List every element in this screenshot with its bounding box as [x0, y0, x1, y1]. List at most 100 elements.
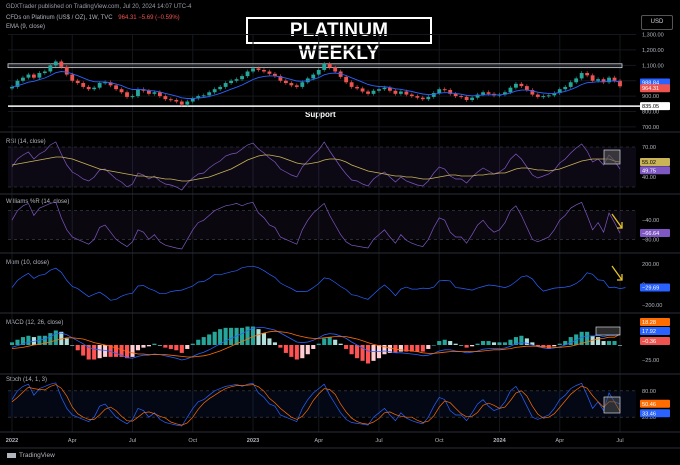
macd-histogram-bar: [574, 334, 579, 345]
candle: [464, 96, 469, 100]
candle: [212, 89, 217, 93]
candle: [552, 93, 557, 96]
price-badge: 835.05: [642, 104, 659, 110]
rsi-line: [11, 141, 621, 191]
candle: [371, 90, 376, 94]
macd-histogram-bar: [535, 345, 540, 347]
macd-histogram-bar: [442, 339, 447, 345]
stoch-badge: 33.46: [642, 411, 656, 417]
candle: [21, 77, 25, 81]
macd-histogram-bar: [179, 345, 184, 353]
candle: [163, 96, 168, 100]
macd-histogram-bar: [157, 345, 162, 346]
candle: [360, 88, 365, 92]
footer-text: TradingView: [19, 452, 55, 459]
candle: [81, 83, 86, 87]
macd-histogram-bar: [207, 334, 212, 345]
macd-histogram-bar: [502, 342, 508, 345]
rsi-tick-label: 40.00: [642, 175, 656, 181]
macd-histogram-bar: [48, 333, 53, 345]
candle: [590, 75, 595, 81]
macd-histogram-bar: [311, 345, 316, 349]
rsi-tick-label: 70.00: [642, 145, 656, 151]
macd-histogram-bar: [267, 338, 272, 345]
candle: [541, 96, 546, 98]
macd-legend: MACD (12, 26, close): [6, 320, 64, 326]
candle: [53, 61, 58, 66]
mom-tick-label: −200.00: [642, 303, 662, 309]
candle: [503, 92, 507, 95]
candle: [64, 66, 69, 75]
macd-histogram-bar: [174, 345, 179, 351]
candle: [10, 86, 14, 89]
macd-badge: 17.92: [642, 329, 656, 335]
momentum-legend: Mom (10, close): [6, 260, 50, 266]
candle: [453, 93, 458, 97]
macd-histogram-bar: [256, 329, 261, 345]
macd-badge: 18.28: [642, 320, 656, 326]
candle: [207, 92, 212, 96]
macd-histogram-bar: [327, 337, 332, 345]
macd-histogram-bar: [338, 343, 343, 345]
candle: [31, 74, 36, 78]
candle: [316, 69, 321, 75]
macd-histogram-bar: [453, 343, 458, 345]
price-tick-label: 1,300.00: [642, 33, 664, 39]
candle: [174, 99, 179, 102]
candle: [601, 79, 606, 83]
macd-highlight-box: [595, 326, 621, 336]
macd-histogram-bar: [53, 330, 58, 345]
candle: [130, 96, 135, 98]
candle: [245, 71, 250, 77]
macd-histogram-bar: [470, 345, 475, 347]
macd-histogram-bar: [240, 327, 245, 345]
candle: [618, 80, 622, 87]
candle: [568, 82, 573, 87]
macd-histogram-bar: [448, 341, 453, 345]
x-tick-label: Oct: [435, 438, 444, 444]
macd-histogram-bar: [185, 345, 190, 349]
rsi-badge-bg: [640, 166, 670, 175]
candle: [251, 68, 255, 72]
signal-line: [11, 330, 621, 358]
macd-histogram-bar: [223, 327, 228, 345]
macd-histogram-bar: [617, 345, 623, 346]
macd-histogram-bar: [404, 345, 409, 352]
macd-histogram-bar: [365, 345, 371, 364]
rsi-ma-line: [11, 154, 621, 182]
macd-histogram-bar: [563, 341, 568, 345]
price-tick-label: 1,100.00: [642, 63, 664, 69]
candle: [404, 91, 409, 95]
macd-histogram-bar: [355, 345, 360, 359]
macd-histogram-bar: [218, 329, 223, 345]
macd-histogram-bar: [59, 331, 64, 345]
macd-histogram-bar: [371, 345, 376, 361]
candle: [97, 83, 102, 88]
macd-histogram-bar: [15, 339, 20, 345]
currency-button[interactable]: USD: [641, 15, 673, 30]
macd-histogram-bar: [513, 337, 518, 345]
candle: [612, 77, 617, 81]
candle: [431, 93, 436, 97]
macd-histogram-bar: [519, 335, 524, 345]
macd-histogram-bar: [382, 345, 387, 355]
williams-band: [8, 210, 636, 240]
rsi-badge-bg: [640, 157, 670, 166]
candle: [70, 74, 75, 81]
candle: [223, 83, 228, 87]
macd-histogram-bar: [103, 345, 108, 357]
macd-histogram-bar: [283, 345, 288, 353]
macd-histogram-bar: [152, 343, 157, 345]
candle: [349, 82, 354, 87]
candle: [26, 74, 31, 78]
tradingview-footer: TradingView: [7, 452, 55, 459]
macd-histogram-bar: [294, 345, 299, 360]
candle: [240, 76, 244, 80]
macd-histogram-bar: [349, 345, 354, 355]
candle: [426, 96, 431, 100]
macd-histogram-bar: [135, 345, 141, 351]
price-tick-label: 1,200.00: [642, 48, 664, 54]
candle: [459, 96, 464, 98]
momentum-line: [11, 265, 626, 301]
